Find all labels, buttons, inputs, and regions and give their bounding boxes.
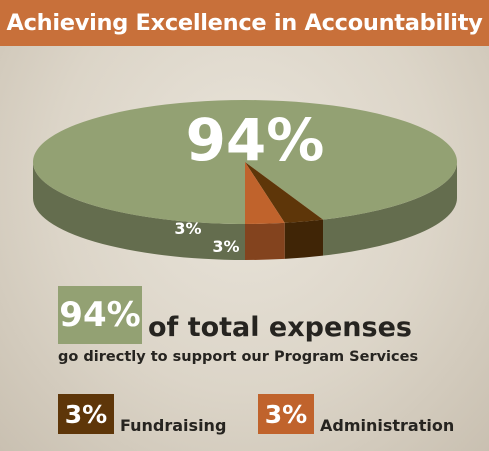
pie-side-fundraising [284,219,324,259]
legend-fundraising-label: Fundraising [120,416,227,435]
pie-chart: 94% 3% 3% [33,99,458,260]
pie-side-program-services-1 [323,162,457,256]
legend-fundraising-swatch: 3% [58,394,114,434]
legend-program-swatch: 94% [58,286,142,344]
legend-program-text: of total expenses [148,312,412,343]
data-label-fundraising: 3% [174,219,201,238]
legend-program-services: 94% of total expenses go directly to sup… [58,286,478,370]
legend-administration-swatch: 3% [258,394,314,434]
data-label-administration: 3% [212,237,239,256]
chart-title: Achieving Excellence in Accountability [6,10,483,36]
pie-slice-administration [245,162,285,224]
legend-administration-label: Administration [320,416,455,435]
pie-slice-program-services [33,99,458,224]
pie-side-program-services [33,162,245,260]
data-label-program-services: 94% [186,106,325,174]
title-banner: Achieving Excellence in Accountability [0,0,489,46]
pie-side-administration [245,222,285,260]
pie-slice-fundraising [245,162,324,223]
legend-program-subtext: go directly to support our Program Servi… [58,349,419,365]
